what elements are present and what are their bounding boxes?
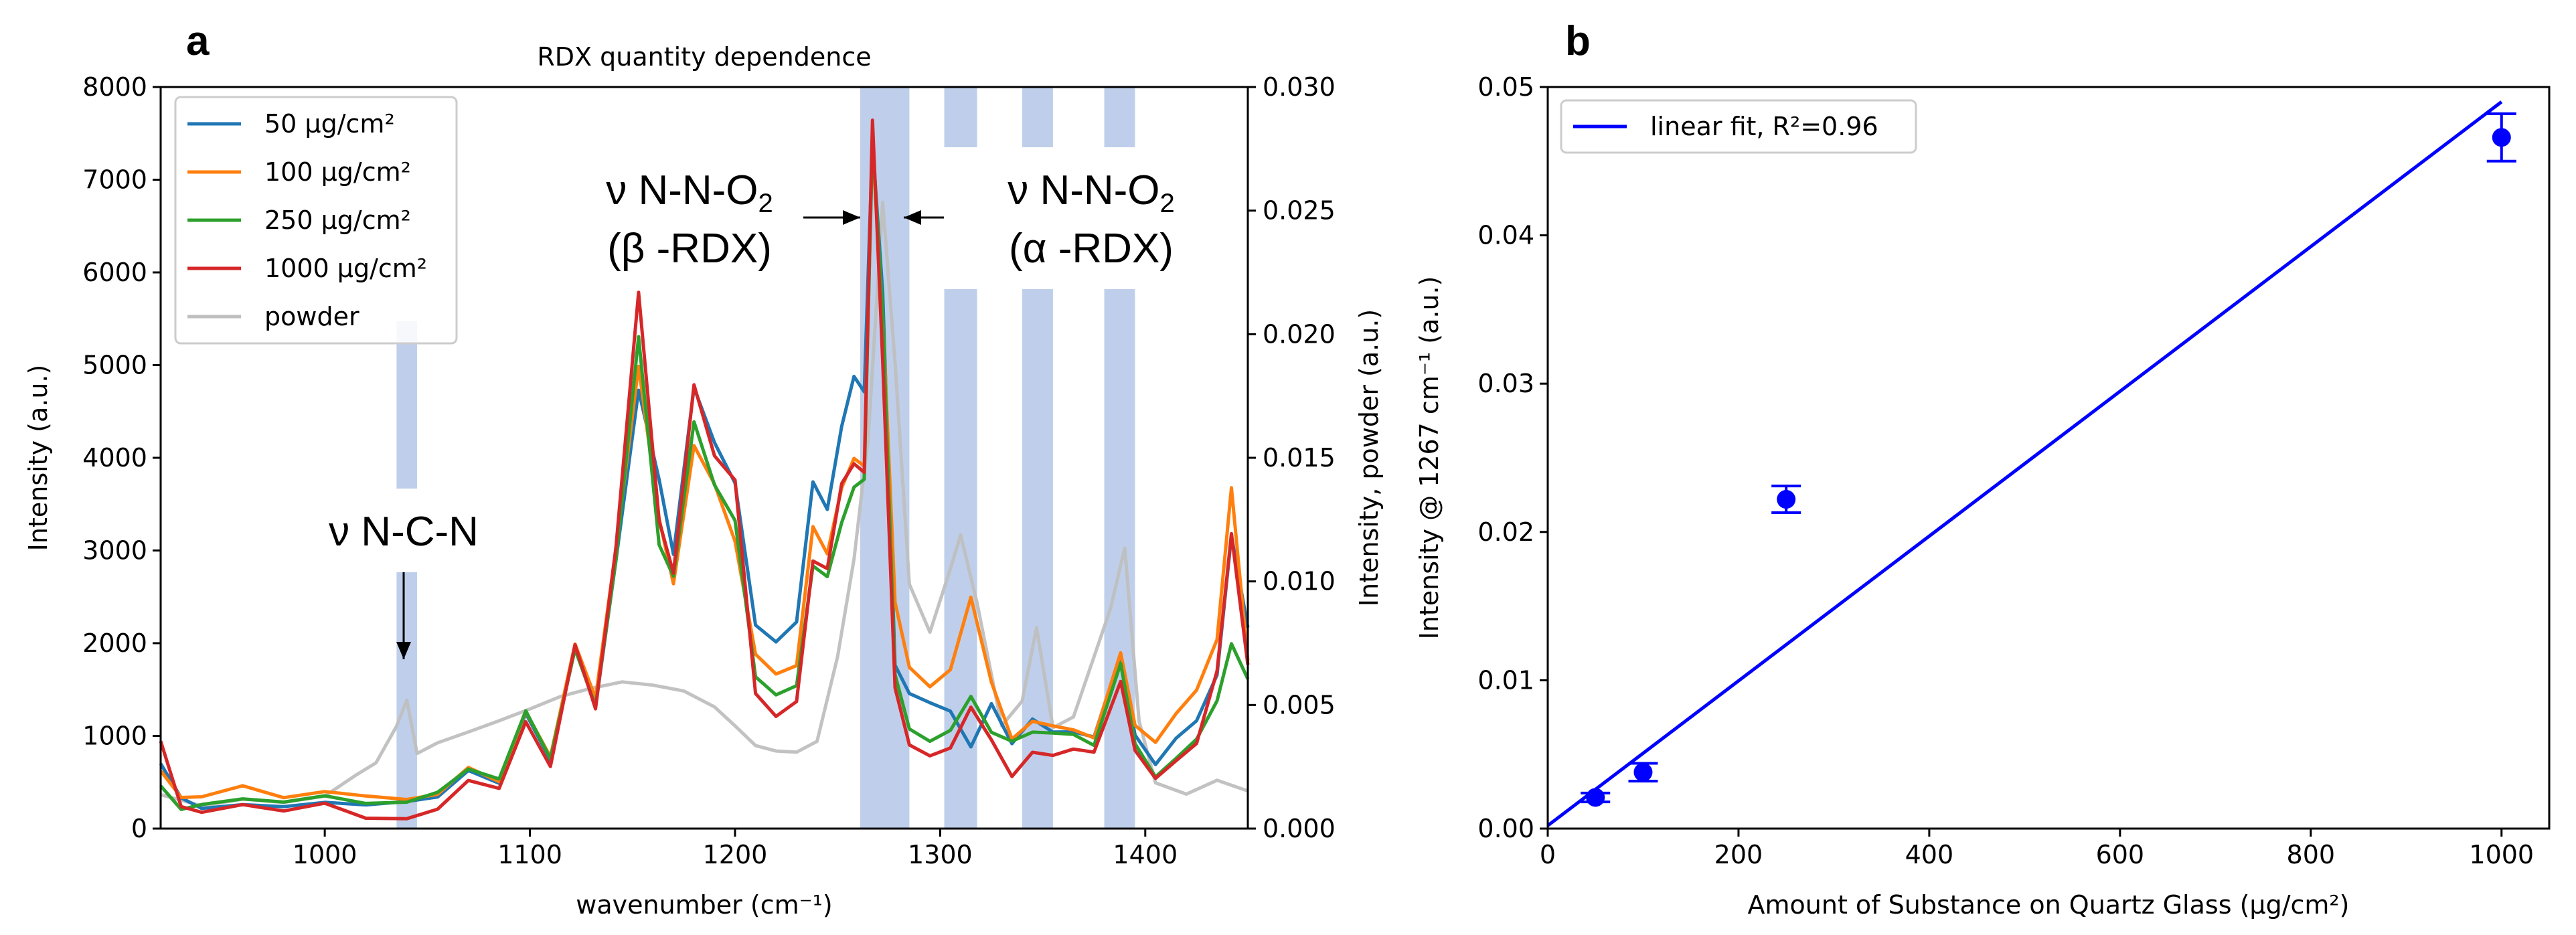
y-tick-label: 3000 <box>82 536 147 566</box>
y-tick-label: 0.05 <box>1477 72 1534 102</box>
highlight-band <box>1104 87 1135 147</box>
highlight-band <box>944 289 977 829</box>
y-tick-label-right: 0.000 <box>1263 814 1336 843</box>
x-tick-label: 600 <box>2096 840 2145 869</box>
legend-label: 250 μg/cm² <box>264 205 411 235</box>
legend-label: 100 μg/cm² <box>264 157 411 187</box>
x-tick-label: 800 <box>2287 840 2336 869</box>
x-tick-label: 1300 <box>908 840 973 869</box>
y-tick-label: 4000 <box>82 443 147 473</box>
panel-b-frame <box>1546 86 2551 830</box>
panel-a-annotations: ν N-C-Nν N-N-O2(β -RDX)ν N-N-O2(α -RDX) <box>329 167 1175 659</box>
panel-b-letter: b <box>1565 18 1591 64</box>
panel-a-axes: 1000 1100 1200 1300 1400 0 1000 2000 3000 4000 500… <box>82 72 1336 869</box>
highlight-band <box>396 321 418 489</box>
annotation-text: (α -RDX) <box>1009 226 1174 272</box>
annotation-text: (β -RDX) <box>607 226 772 272</box>
y-tick-label-right: 0.005 <box>1263 690 1336 719</box>
y-tick-label: 0.00 <box>1477 814 1534 843</box>
x-tick-label: 400 <box>1905 840 1954 869</box>
y-tick-label-right: 0.010 <box>1263 567 1336 596</box>
annotation-subscript: 2 <box>1160 189 1175 218</box>
panel-a-title: RDX quantity dependence <box>537 42 871 72</box>
legend-label: 1000 μg/cm² <box>264 254 427 283</box>
annotation-text: ν N-C-N <box>329 509 479 555</box>
annotation-arrow-head <box>396 642 411 659</box>
y-tick-label: 0.02 <box>1477 517 1534 547</box>
x-tick-label: 1000 <box>2469 840 2534 869</box>
data-point <box>1633 762 1653 782</box>
legend-box <box>174 96 458 345</box>
y-tick-label: 0.03 <box>1477 369 1534 398</box>
y-tick-label-right: 0.020 <box>1263 319 1336 349</box>
panel-b-marks <box>1546 100 2516 827</box>
annotation-text: ν N-N-O <box>606 167 758 214</box>
fit-line <box>1546 100 2503 827</box>
y-tick-label: 2000 <box>82 628 147 658</box>
y-tick-label: 5000 <box>82 351 147 380</box>
highlight-band <box>944 87 977 147</box>
annotation-text: ν N-N-O <box>1008 167 1159 214</box>
highlight-bands <box>396 87 1135 829</box>
panel-b-x-label: Amount of Substance on Quartz Glass (μg/… <box>1748 890 2350 920</box>
y-tick-label: 0.04 <box>1477 221 1534 250</box>
highlight-band <box>1104 289 1135 829</box>
y-tick-label: 0 <box>131 814 147 843</box>
annotation-arrow-head <box>904 210 921 225</box>
series-line <box>159 118 1250 821</box>
legend-label: linear fit, R²=0.96 <box>1650 112 1878 141</box>
highlight-band <box>1022 87 1053 147</box>
x-tick-label: 1400 <box>1113 840 1178 869</box>
annotation-label: ν N-C-N <box>329 509 479 555</box>
series-line <box>160 200 1249 808</box>
y-tick-label: 7000 <box>82 165 147 195</box>
data-point <box>2492 128 2511 147</box>
legend-label: powder <box>264 302 359 331</box>
panel-a-y-label: Intensity (a.u.) <box>23 365 53 551</box>
y-tick-label: 6000 <box>82 258 147 287</box>
x-tick-label: 1200 <box>703 840 768 869</box>
panel-a-x-label: wavenumber (cm⁻¹) <box>576 890 832 920</box>
panel-a-chart: RDX quantity dependence ν N-C-Nν N-N-O2(… <box>23 42 1384 920</box>
y-tick-label: 1000 <box>82 721 147 751</box>
legend-box <box>1560 99 1917 154</box>
y-tick-label: 8000 <box>82 72 147 102</box>
panel-a-y-label-right: Intensity, powder (a.u.) <box>1354 309 1384 606</box>
y-tick-label-right: 0.030 <box>1263 72 1336 102</box>
panel-b-chart: 0 200 400 600 800 1000 0.00 0.01 0.02 0.03 0.04 0.0… <box>1415 72 2551 920</box>
annotation-label: ν N-N-O2 <box>1008 167 1175 218</box>
y-tick-label-right: 0.025 <box>1263 196 1336 226</box>
annotation-label: ν N-N-O2 <box>606 167 773 218</box>
x-tick-label: 1000 <box>293 840 357 869</box>
panel-b-y-label: Intensity @ 1267 cm⁻¹ (a.u.) <box>1415 276 1444 640</box>
annotation-subscript: 2 <box>758 189 773 218</box>
y-tick-label: 0.01 <box>1477 665 1534 695</box>
data-point <box>1586 788 1605 807</box>
panel-a-letter: a <box>186 18 210 64</box>
legend-label: 50 μg/cm² <box>264 109 395 139</box>
x-tick-label: 200 <box>1714 840 1763 869</box>
y-tick-label-right: 0.015 <box>1263 443 1336 473</box>
panel-b-axes: 0 200 400 600 800 1000 0.00 0.01 0.02 0.03 0.04 0.0… <box>1477 72 2534 869</box>
highlight-band <box>1022 289 1053 829</box>
panel-a-legend: 50 μg/cm² 100 μg/cm² 250 μg/cm² 1000 μg/cm²… <box>174 96 458 345</box>
x-tick-label: 1100 <box>497 840 562 869</box>
panel-b-legend: linear fit, R²=0.96 <box>1560 99 1917 154</box>
annotation-arrow-head <box>843 210 860 225</box>
x-tick-label: 0 <box>1540 840 1556 869</box>
panel-a-series <box>159 118 1250 821</box>
data-point <box>1777 490 1796 509</box>
